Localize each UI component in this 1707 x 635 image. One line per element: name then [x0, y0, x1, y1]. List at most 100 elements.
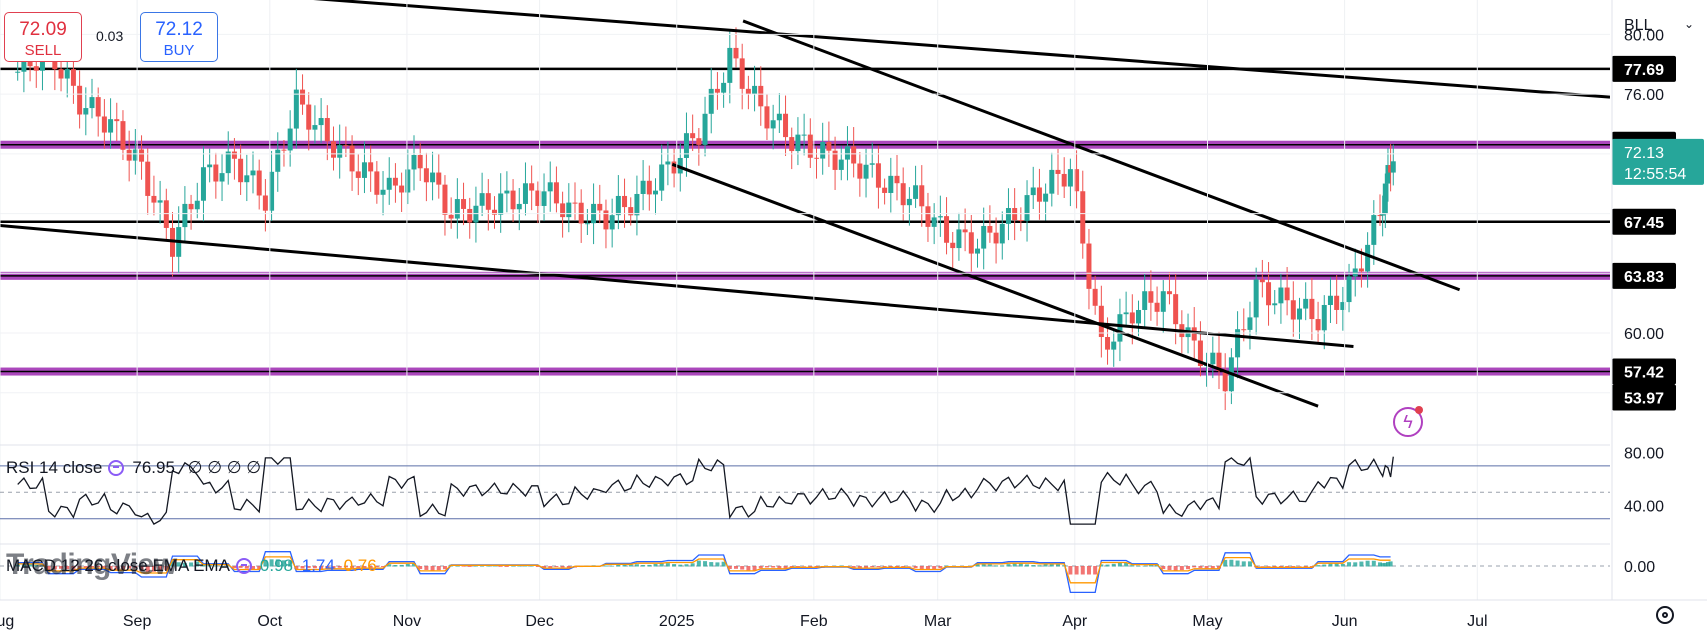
candle-body	[120, 121, 126, 150]
macd-histogram-bar	[1385, 562, 1390, 567]
macd-histogram-bar	[374, 566, 379, 568]
flash-icon[interactable]: ϟ	[1393, 406, 1423, 437]
macd-histogram-bar	[913, 566, 918, 569]
macd-histogram-bar	[461, 566, 466, 567]
candle-body	[504, 190, 510, 194]
candle-body	[1334, 295, 1340, 310]
sell-button[interactable]: 72.09 SELL	[4, 12, 82, 62]
candle-body	[987, 225, 993, 233]
macd-histogram-bar	[554, 566, 559, 567]
candle-body	[250, 170, 256, 176]
macd-histogram-bar	[306, 566, 311, 568]
macd-histogram-bar	[925, 566, 930, 570]
macd-histogram-bar	[548, 566, 553, 568]
macd-histogram-bar	[1235, 560, 1240, 567]
macd-histogram-bar	[709, 562, 714, 567]
candle-body	[269, 171, 275, 211]
macd-histogram-bar	[288, 561, 293, 567]
candle-body	[1266, 282, 1272, 306]
candle-body	[33, 66, 39, 71]
trendline	[313, 0, 1610, 99]
candle-body	[442, 184, 448, 215]
candle-body	[213, 164, 219, 182]
candle-body	[993, 232, 999, 244]
candle-body	[727, 47, 733, 83]
candle-body	[560, 203, 566, 218]
candle-body	[126, 149, 132, 161]
settings-icon[interactable]	[1656, 606, 1674, 624]
candle-body	[1142, 291, 1148, 310]
macd-histogram-bar	[672, 564, 677, 567]
candle-body	[894, 175, 900, 184]
candle-body	[950, 242, 956, 249]
macd-histogram-bar	[102, 566, 107, 568]
macd-histogram-bar	[938, 566, 943, 569]
candle-body	[1371, 215, 1377, 245]
macd-label: MACD 12 26 close EMA EMA	[6, 556, 230, 575]
macd-legend[interactable]: MACD 12 26 close EMA EMA 0.98 1.74 0.76	[6, 556, 377, 576]
rsi-legend[interactable]: RSI 14 close 76.95 ∅ ∅ ∅ ∅	[6, 458, 261, 478]
macd-hist-value: 0.98	[259, 556, 294, 575]
rsi-label: RSI 14 close	[6, 458, 103, 477]
candle-body	[21, 53, 27, 72]
indicator-icon[interactable]	[108, 460, 125, 476]
candle-body	[306, 104, 312, 130]
macd-histogram-bar	[1049, 563, 1054, 567]
buy-button[interactable]: 72.12 BUY	[140, 12, 218, 62]
candle-body	[702, 113, 708, 145]
macd-histogram-bar	[65, 566, 70, 570]
macd-histogram-bar	[1347, 562, 1352, 567]
candle-body	[70, 69, 76, 86]
candle-body	[584, 223, 590, 225]
candle-body	[634, 193, 640, 216]
macd-histogram-bar	[139, 566, 144, 572]
candle-body	[343, 145, 349, 147]
candle-body	[492, 209, 497, 215]
time-axis-label: Aug	[0, 613, 14, 630]
rsi-line	[17, 456, 1394, 525]
macd-histogram-bar	[133, 566, 138, 569]
macd-histogram-bar	[901, 566, 906, 568]
candle-body	[721, 82, 727, 93]
macd-histogram-bar	[1322, 564, 1327, 567]
candle-body	[516, 203, 522, 210]
macd-histogram-bar	[467, 566, 472, 567]
candle-body	[1365, 244, 1371, 272]
macd-histogram-bar	[331, 566, 336, 569]
candle-body	[659, 164, 665, 191]
symbol-select[interactable]: BLL ⌄	[1618, 11, 1698, 41]
candle-body	[535, 190, 541, 206]
macd-histogram-bar	[771, 566, 776, 568]
macd-histogram-bar	[34, 564, 39, 567]
macd-histogram-bar	[653, 564, 658, 567]
macd-histogram-bar	[1241, 561, 1246, 567]
macd-histogram-bar	[1043, 564, 1048, 567]
candle-body	[77, 85, 83, 115]
macd-histogram-bar	[622, 564, 627, 567]
macd-histogram-bar	[659, 563, 664, 567]
indicator-icon[interactable]	[235, 558, 252, 574]
macd-histogram-bar	[269, 559, 274, 567]
macd-histogram-bar	[412, 563, 416, 567]
candle-body	[783, 113, 789, 138]
candle-body	[1191, 327, 1197, 341]
candle-body	[200, 167, 206, 201]
macd-histogram-bar	[1223, 559, 1228, 567]
macd-histogram-bar	[393, 565, 398, 567]
candle-body	[1247, 317, 1253, 330]
candle-body	[1327, 295, 1333, 305]
candle-body	[801, 134, 807, 136]
candle-body	[399, 185, 405, 193]
candle-body	[231, 151, 237, 159]
macd-histogram-bar	[294, 566, 299, 570]
current-price-label: 72.13	[1624, 145, 1664, 162]
candle-body	[975, 248, 980, 254]
candle-body	[361, 162, 367, 178]
candle-body	[733, 47, 739, 59]
macd-histogram-bar	[876, 566, 881, 568]
candle-body	[968, 232, 974, 254]
macd-histogram-bar	[59, 566, 64, 569]
time-axis-label: Jun	[1332, 613, 1358, 630]
candle-body	[826, 141, 832, 151]
